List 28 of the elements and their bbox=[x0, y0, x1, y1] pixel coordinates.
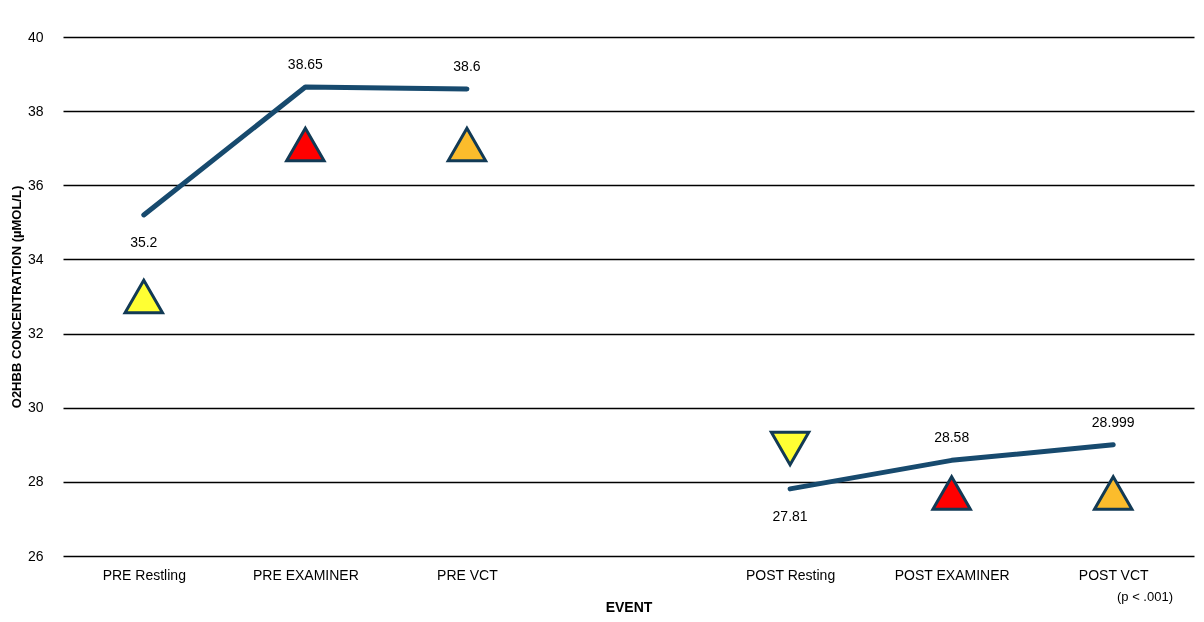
point bbox=[931, 475, 972, 511]
data-label: 38.65 bbox=[287, 56, 324, 73]
x-tick-label: POST VCT bbox=[1078, 566, 1150, 583]
x-tick-label: PRE EXAMINER bbox=[252, 566, 359, 583]
data-label: 28.58 bbox=[934, 429, 970, 446]
point bbox=[1093, 475, 1134, 511]
y-tick-label: 40 bbox=[27, 28, 44, 45]
data-label: 38.6 bbox=[453, 57, 481, 74]
x-tick-label: POST EXAMINER bbox=[894, 566, 1010, 583]
x-tick-label: PRE Restling bbox=[102, 566, 186, 583]
y-tick-label: 36 bbox=[27, 176, 44, 193]
point bbox=[285, 126, 326, 163]
point bbox=[446, 126, 488, 163]
data-label: 27.81 bbox=[772, 507, 808, 524]
y-tick-label: 30 bbox=[27, 399, 44, 416]
x-axis-title: EVENT bbox=[605, 598, 653, 615]
y-axis-title: O2HBB CONCENTRATION (µMOL/L) bbox=[8, 185, 24, 409]
y-tick-label: 32 bbox=[27, 325, 44, 342]
x-tick-label: POST Resting bbox=[745, 566, 836, 583]
data-label: 35.2 bbox=[130, 233, 158, 250]
data-label: 28.999 bbox=[1091, 413, 1135, 430]
y-tick-label: 38 bbox=[27, 102, 44, 119]
point bbox=[769, 430, 811, 467]
x-tick-label: PRE VCT bbox=[437, 566, 499, 583]
y-tick-label: 28 bbox=[27, 473, 44, 490]
text: (p < .001) bbox=[1116, 589, 1173, 604]
y-tick-label: 26 bbox=[27, 547, 44, 564]
y-tick-label: 34 bbox=[27, 250, 44, 267]
